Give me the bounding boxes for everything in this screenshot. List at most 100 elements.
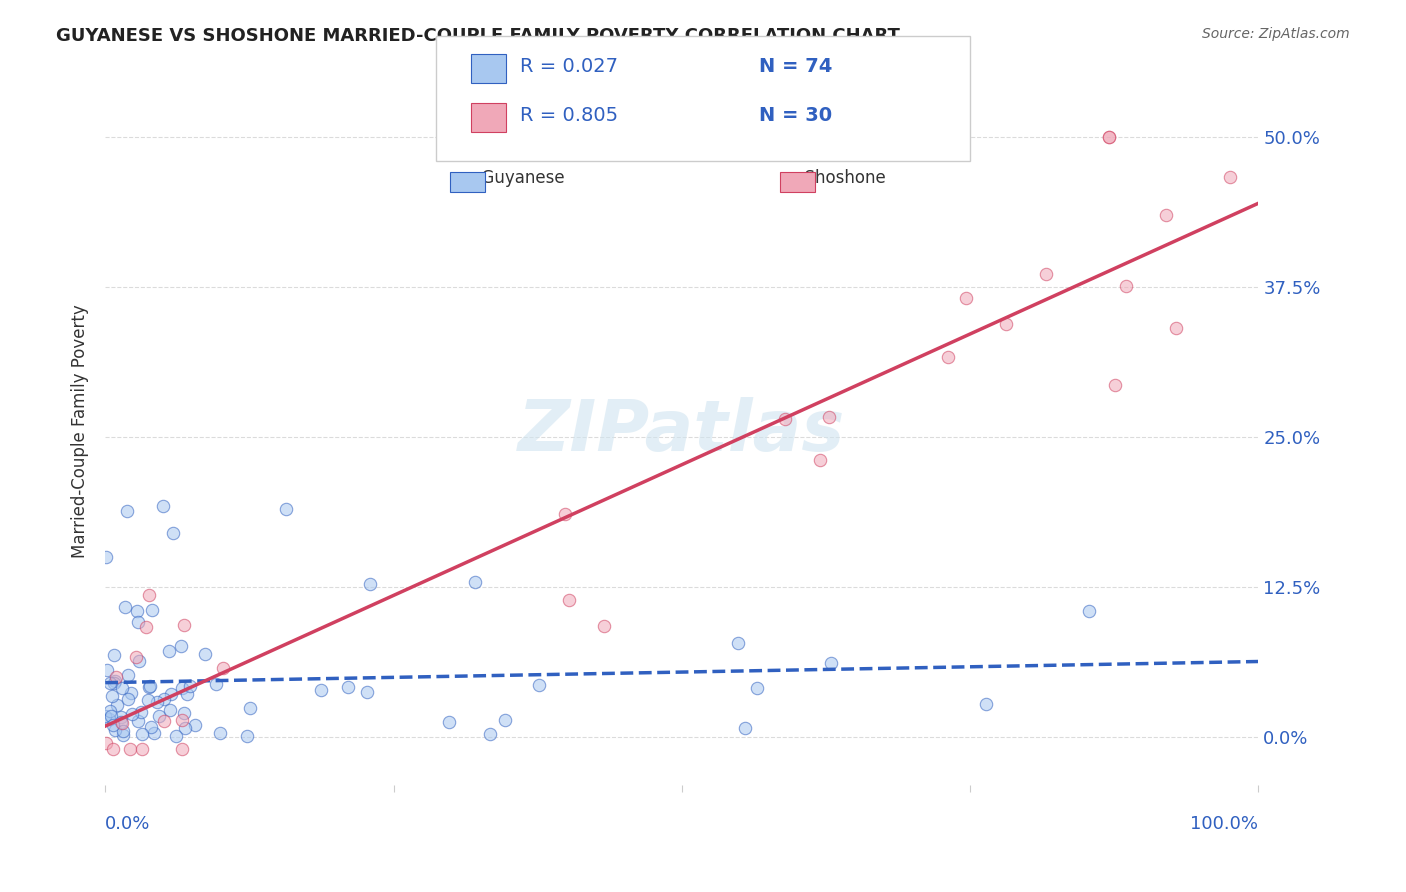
Point	[125, 650, 148, 665]
Point	[160, 687, 183, 701]
Point	[96, 663, 118, 677]
Point	[527, 678, 550, 692]
Point	[1035, 267, 1057, 281]
Point	[276, 501, 298, 516]
Point	[115, 504, 138, 518]
Point	[593, 619, 616, 633]
Point	[131, 727, 153, 741]
Text: Source: ZipAtlas.com: Source: ZipAtlas.com	[1202, 27, 1350, 41]
Point	[127, 615, 149, 629]
Point	[146, 695, 169, 709]
Point	[184, 718, 207, 732]
Point	[359, 577, 381, 591]
Point	[173, 721, 195, 735]
Text: 100.0%: 100.0%	[1191, 815, 1258, 833]
Point	[176, 687, 198, 701]
Point	[103, 675, 125, 690]
Point	[103, 648, 125, 663]
Text: Shoshone: Shoshone	[773, 169, 886, 186]
Point	[1218, 169, 1240, 184]
Point	[494, 713, 516, 727]
Point	[96, 550, 118, 565]
Point	[464, 574, 486, 589]
Point	[136, 693, 159, 707]
Point	[808, 453, 831, 467]
Point	[745, 681, 768, 695]
Point	[138, 589, 160, 603]
Point	[173, 706, 195, 720]
Point	[121, 707, 143, 722]
Point	[1077, 604, 1099, 618]
Point	[100, 709, 122, 723]
Point	[105, 698, 128, 712]
Point	[121, 686, 143, 700]
Point	[112, 723, 135, 738]
Text: Guyanese: Guyanese	[450, 169, 565, 186]
Point	[994, 317, 1017, 331]
Point	[142, 726, 165, 740]
Point	[356, 684, 378, 698]
Point	[111, 681, 134, 695]
Point	[131, 742, 153, 756]
Point	[98, 675, 121, 690]
Point	[117, 692, 139, 706]
Point	[101, 718, 124, 732]
Point	[110, 715, 132, 730]
Point	[817, 409, 839, 424]
Point	[105, 670, 128, 684]
Point	[94, 708, 117, 723]
Point	[204, 677, 226, 691]
Text: R = 0.027: R = 0.027	[520, 57, 619, 77]
Point	[170, 713, 193, 727]
Point	[955, 291, 977, 305]
Point	[936, 350, 959, 364]
Point	[173, 617, 195, 632]
Text: 0.0%: 0.0%	[105, 815, 150, 833]
Point	[153, 691, 176, 706]
Point	[120, 742, 142, 756]
Point	[734, 721, 756, 735]
Point	[170, 639, 193, 653]
Point	[104, 674, 127, 689]
Point	[170, 742, 193, 756]
Point	[974, 697, 997, 711]
Point	[138, 679, 160, 693]
Point	[336, 680, 359, 694]
Point	[727, 636, 749, 650]
Point	[139, 720, 162, 734]
Point	[1097, 130, 1119, 145]
Point	[152, 714, 174, 728]
Point	[437, 714, 460, 729]
Point	[125, 604, 148, 618]
Point	[162, 526, 184, 541]
Point	[478, 727, 501, 741]
Point	[111, 715, 134, 730]
Point	[157, 644, 180, 658]
Point	[117, 668, 139, 682]
Point	[1104, 378, 1126, 392]
Point	[110, 709, 132, 723]
Point	[235, 729, 257, 743]
Point	[135, 620, 157, 634]
Point	[239, 701, 262, 715]
Point	[101, 742, 124, 756]
Point	[101, 690, 124, 704]
Point	[1166, 320, 1188, 334]
Point	[129, 706, 152, 720]
Point	[104, 723, 127, 738]
Text: GUYANESE VS SHOSHONE MARRIED-COUPLE FAMILY POVERTY CORRELATION CHART: GUYANESE VS SHOSHONE MARRIED-COUPLE FAMI…	[56, 27, 900, 45]
Point	[114, 600, 136, 615]
Point	[209, 726, 232, 740]
Point	[179, 679, 201, 693]
Text: N = 30: N = 30	[759, 106, 832, 126]
Point	[128, 654, 150, 668]
Point	[98, 705, 121, 719]
Point	[773, 412, 796, 426]
Point	[152, 499, 174, 513]
Point	[1115, 279, 1137, 293]
Point	[127, 714, 149, 728]
Point	[554, 508, 576, 522]
Point	[166, 730, 188, 744]
Point	[172, 681, 194, 696]
Point	[193, 647, 215, 661]
